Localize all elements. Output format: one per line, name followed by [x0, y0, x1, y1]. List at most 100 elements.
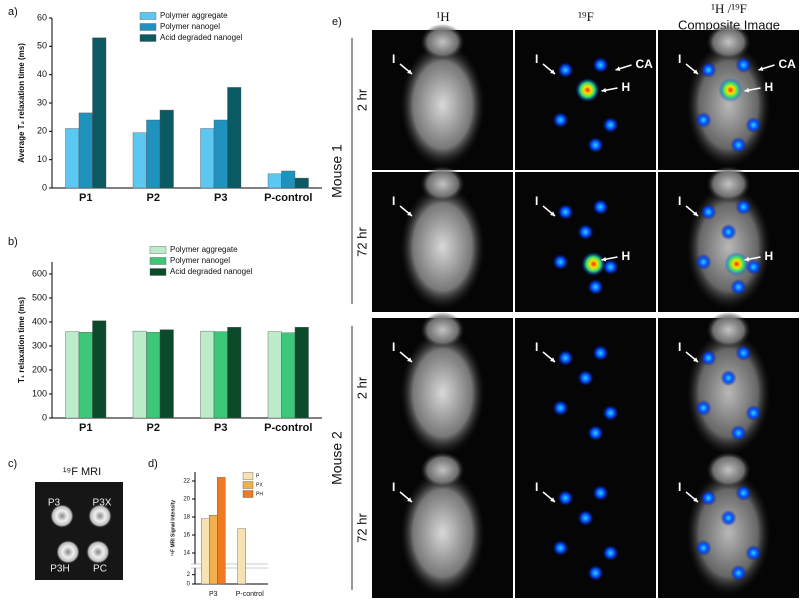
bar [281, 332, 296, 419]
bar [65, 128, 80, 189]
annotation: I [535, 52, 538, 66]
signal-spot [587, 425, 604, 441]
time-label: 2 hr [354, 376, 369, 399]
panel-label: e) [332, 16, 342, 28]
x-tick-label: P2 [147, 422, 160, 434]
annotation: I [392, 480, 395, 494]
y-tick-label: 0 [187, 582, 191, 588]
arrow-head [758, 66, 764, 71]
y-tick-label: 300 [32, 340, 47, 350]
legend-swatch [149, 257, 167, 265]
legend-swatch [139, 12, 157, 20]
x-tick-label: P3 [214, 192, 227, 204]
legend-label: Polymer nanogel [170, 256, 230, 265]
signal-spot [557, 62, 574, 78]
annotation: I [678, 194, 681, 208]
legend-label: Polymer aggregate [170, 245, 238, 254]
signal-spot [587, 565, 604, 581]
bar [294, 177, 309, 189]
arrow-head [693, 211, 698, 216]
bar [227, 87, 242, 189]
y-tick-label: 16 [183, 533, 190, 539]
annotation: I [678, 52, 681, 66]
annotation: I [535, 480, 538, 494]
head-shape [706, 166, 751, 202]
signal-spot [700, 490, 717, 506]
signal-spot [552, 400, 569, 416]
x-tick-label: P-control [264, 422, 312, 434]
signal-spot [592, 199, 609, 215]
arrow-head [693, 357, 698, 362]
bar [281, 170, 296, 189]
mouse-label: Mouse 1 [329, 144, 345, 198]
spot-label: PC [93, 564, 107, 575]
arrow-head [550, 497, 555, 502]
bar [213, 119, 228, 189]
arrow-head [615, 66, 621, 71]
y-tick-label: 22 [183, 479, 190, 485]
signal-spot [552, 112, 569, 128]
bar [200, 330, 215, 419]
y-axis-title: ¹⁹F MRI Signal Intensity [170, 500, 176, 556]
body-shape [400, 471, 485, 595]
x-tick-label: P1 [79, 422, 92, 434]
annotation: H [622, 80, 631, 94]
column-header: ¹H /¹⁹F [711, 1, 747, 16]
arrow-head [550, 69, 555, 74]
annotation: CA [779, 57, 797, 71]
x-tick-label: P3 [214, 422, 227, 434]
head-shape [706, 312, 751, 348]
arrow-head [550, 357, 555, 362]
panel-label: a) [8, 6, 18, 18]
mri-spot [88, 504, 112, 528]
head-shape [706, 24, 751, 60]
y-tick-label: 60 [37, 12, 47, 22]
annotation: CA [636, 57, 654, 71]
bar [132, 132, 147, 189]
time-label: 2 hr [354, 88, 369, 111]
signal-spot [735, 57, 752, 73]
signal-spot [592, 57, 609, 73]
mri-image [35, 482, 123, 580]
hot-spot [581, 252, 606, 276]
signal-spot [700, 62, 717, 78]
signal-spot [730, 425, 747, 441]
legend-label: Polymer nanogel [160, 22, 220, 31]
signal-spot [695, 254, 712, 270]
arrow-head [693, 69, 698, 74]
head-shape [420, 312, 465, 348]
bar [159, 329, 174, 419]
y-tick-label: 600 [32, 268, 47, 278]
body-shape [686, 331, 771, 455]
hot-spot [724, 252, 749, 276]
x-tick-label: P2 [147, 192, 160, 204]
legend-label: Acid degraded nanogel [170, 267, 253, 276]
spot-label: P3 [48, 498, 61, 509]
axis-break [191, 564, 268, 568]
bar [146, 119, 161, 189]
arrow-head [407, 497, 412, 502]
signal-spot [730, 279, 747, 295]
bar [92, 37, 107, 189]
y-tick-label: 50 [37, 41, 47, 51]
signal-spot [695, 112, 712, 128]
y-tick-label: 10 [37, 154, 47, 164]
signal-spot [552, 540, 569, 556]
legend-swatch [149, 246, 167, 254]
legend-swatch [139, 23, 157, 31]
signal-spot [577, 370, 594, 386]
annotation: H [765, 80, 774, 94]
time-label: 72 hr [354, 227, 369, 257]
body-shape [686, 185, 771, 309]
x-tick-label: P3 [209, 591, 218, 598]
y-tick-label: 18 [183, 515, 190, 521]
arrow-head [550, 211, 555, 216]
signal-spot [745, 405, 762, 421]
bar [92, 320, 107, 419]
signal-spot [602, 117, 619, 133]
annotation: I [678, 480, 681, 494]
annotation: I [535, 194, 538, 208]
signal-spot [577, 510, 594, 526]
legend-label: Polymer aggregate [160, 11, 228, 20]
y-tick-label: 30 [37, 97, 47, 107]
